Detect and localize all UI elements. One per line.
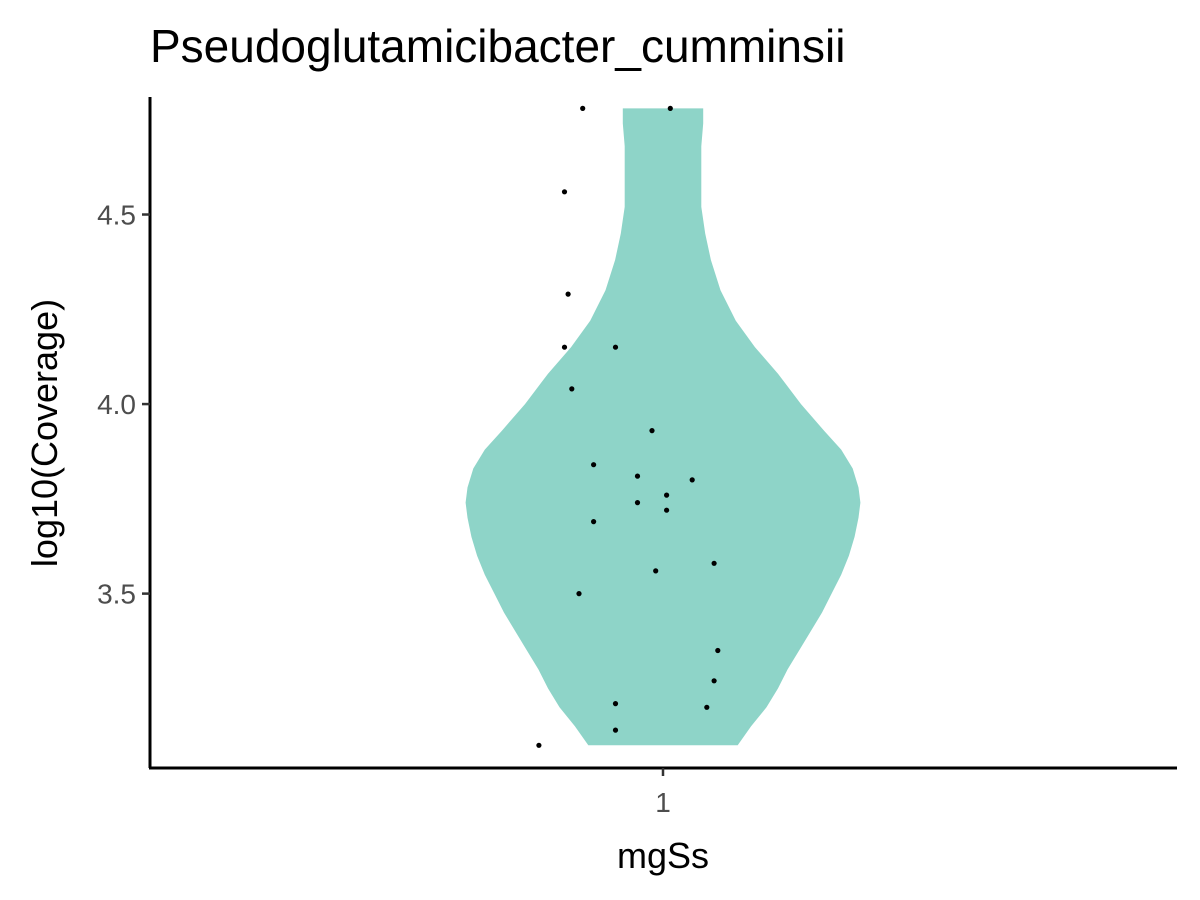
data-point: [664, 492, 670, 498]
data-point: [715, 647, 721, 654]
data-point: [576, 591, 582, 597]
data-point: [569, 386, 575, 392]
axes: 3.5 4.0 4.5 1: [97, 200, 671, 818]
data-point: [653, 568, 659, 574]
data-point: [711, 560, 717, 566]
data-point: [612, 344, 619, 350]
violin-body: [465, 108, 861, 746]
data-point: [689, 477, 695, 483]
data-point: [565, 291, 571, 297]
data-point: [634, 473, 641, 479]
y-tick-label: 3.5: [97, 579, 136, 610]
plot-area: [465, 105, 861, 748]
data-point: [536, 742, 542, 748]
data-point: [667, 105, 673, 111]
data-point: [711, 678, 717, 684]
data-point: [612, 727, 619, 733]
chart-title: Pseudoglutamicibacter_cumminsii: [150, 20, 845, 72]
y-tick-label: 4.5: [97, 200, 136, 231]
data-point: [580, 105, 586, 111]
y-tick-label: 4.0: [97, 389, 136, 420]
data-point: [561, 189, 568, 195]
data-point: [612, 701, 619, 707]
data-point: [634, 500, 641, 506]
x-axis-title: mgSs: [617, 835, 709, 876]
data-point: [561, 344, 568, 350]
data-point: [591, 462, 597, 468]
data-point: [704, 704, 710, 710]
data-point: [664, 507, 670, 513]
x-tick-label: 1: [655, 787, 671, 818]
data-point: [649, 428, 655, 434]
y-axis-title: log10(Coverage): [24, 299, 65, 567]
data-point: [591, 519, 597, 525]
